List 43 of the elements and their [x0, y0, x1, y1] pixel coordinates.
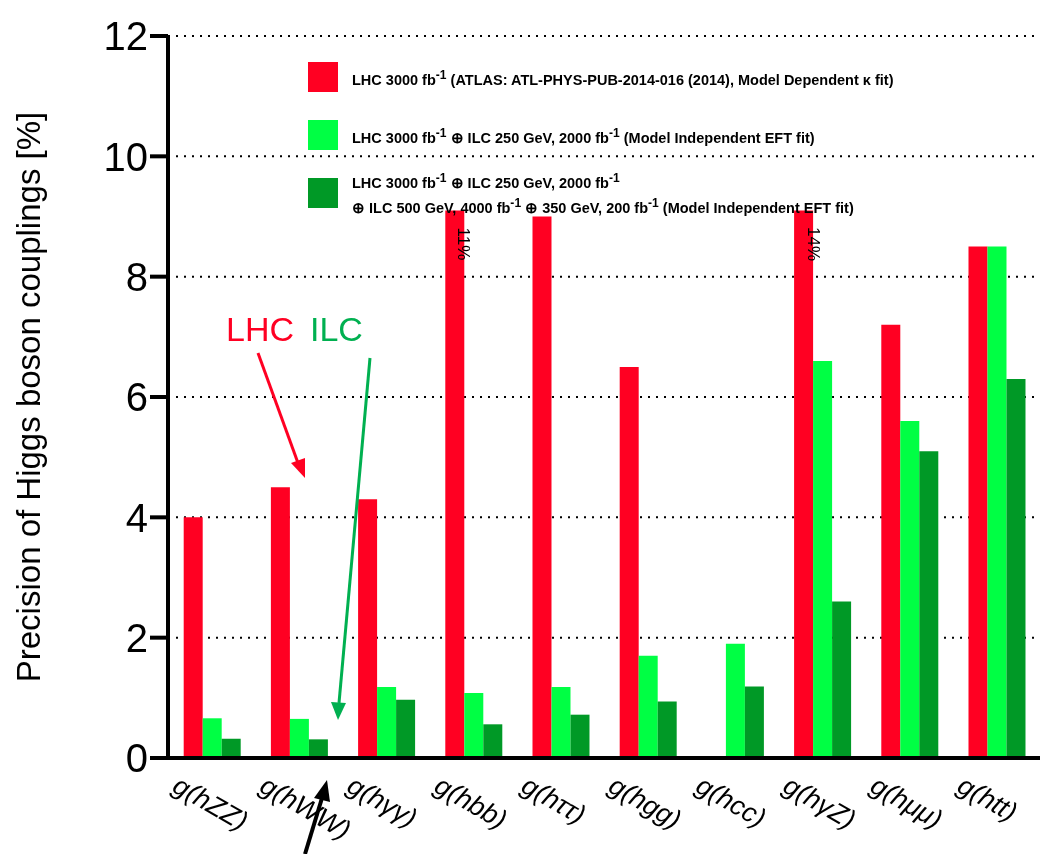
bar	[570, 714, 590, 758]
bar	[832, 601, 852, 758]
legend-label: LHC 3000 fb$^{-1}$ ⊕ ILC 250 GeV, 2000 fb$^{-1}$ (Model Independent EFT fit)	[352, 124, 815, 148]
bar	[725, 643, 745, 758]
bar	[987, 246, 1007, 758]
bar	[881, 324, 901, 758]
bar	[1006, 378, 1026, 758]
annotation: LHC	[226, 310, 295, 349]
y-tick-label: 10	[103, 134, 148, 179]
annotation: 11%	[453, 226, 473, 263]
y-tick-label: 6	[125, 375, 148, 420]
bar	[483, 724, 503, 758]
bar	[183, 517, 203, 758]
bar	[396, 699, 416, 758]
x-tick-label: g(hττ)	[516, 769, 591, 831]
bar	[532, 216, 552, 758]
bar	[657, 701, 677, 758]
y-axis-title: Precision of Higgs boson couplings [%]	[9, 111, 47, 683]
bar	[464, 693, 484, 758]
bar	[813, 360, 833, 758]
bar	[619, 366, 639, 758]
x-tick-label: g(htt)	[952, 769, 1023, 828]
bar	[919, 451, 939, 758]
legend-label: LHC 3000 fb$^{-1}$ (ATLAS: ATL-PHYS-PUB-2014-016 (2014), Model Dependent κ fit)	[352, 66, 894, 90]
y-tick-label: 0	[125, 736, 148, 781]
bar	[289, 718, 309, 758]
text: LHC 3000 fb$^{-1}$ ⊕ ILC 250 GeV, 2000 fb$^{-1}$ ⊕ ILC 500 GeV, 4000 fb$^{-1}$ ⊕ 350 GeV, 200 fb$^{-1}$ (Model Independent EFT fit)	[352, 171, 854, 216]
annotation: 14%	[803, 226, 823, 263]
bar	[270, 487, 290, 758]
bar	[202, 718, 222, 758]
annotation: ILC	[310, 310, 363, 349]
bar	[551, 687, 571, 758]
y-tick-label: 4	[125, 495, 148, 540]
y-tick-label: 12	[103, 14, 148, 59]
y-tick-label: 8	[125, 254, 148, 299]
bar	[377, 687, 397, 758]
bar	[308, 739, 328, 758]
bar	[358, 499, 378, 758]
bar	[900, 421, 920, 758]
bar	[638, 655, 658, 758]
bar	[744, 686, 764, 758]
y-tick-label: 2	[125, 615, 148, 660]
bar	[968, 246, 988, 758]
